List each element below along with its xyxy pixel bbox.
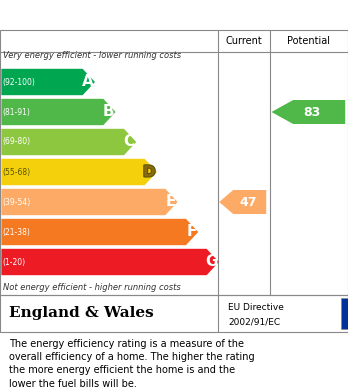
Text: 83: 83	[303, 106, 320, 118]
Text: England & Wales: England & Wales	[9, 307, 153, 321]
Bar	[341, 298, 348, 329]
Text: (81-91): (81-91)	[3, 108, 31, 117]
Text: G: G	[205, 255, 218, 269]
Text: Energy Efficiency Rating: Energy Efficiency Rating	[9, 7, 219, 23]
Polygon shape	[1, 189, 177, 215]
Text: (55-68): (55-68)	[3, 167, 31, 176]
Text: Potential: Potential	[287, 36, 330, 46]
Text: (1-20): (1-20)	[3, 258, 26, 267]
Text: C: C	[124, 135, 135, 149]
Polygon shape	[1, 129, 136, 155]
Text: Very energy efficient - lower running costs: Very energy efficient - lower running co…	[3, 52, 182, 61]
Text: (69-80): (69-80)	[3, 138, 31, 147]
Text: (21-38): (21-38)	[3, 228, 31, 237]
Text: E: E	[166, 194, 176, 210]
Text: (39-54): (39-54)	[3, 197, 31, 206]
Text: F: F	[187, 224, 197, 240]
Text: A: A	[82, 75, 94, 90]
Text: D: D	[143, 165, 156, 179]
Polygon shape	[271, 100, 345, 124]
Text: 2002/91/EC: 2002/91/EC	[228, 317, 280, 326]
Polygon shape	[1, 69, 95, 95]
Polygon shape	[1, 159, 157, 185]
Polygon shape	[219, 190, 266, 214]
Text: (92-100): (92-100)	[3, 77, 35, 86]
Text: Current: Current	[225, 36, 262, 46]
Text: EU Directive: EU Directive	[228, 303, 284, 312]
Polygon shape	[1, 219, 198, 245]
Polygon shape	[1, 249, 219, 275]
Text: B: B	[103, 104, 114, 120]
Text: 47: 47	[239, 196, 256, 208]
Polygon shape	[1, 99, 116, 125]
Text: Not energy efficient - higher running costs: Not energy efficient - higher running co…	[3, 283, 181, 292]
Text: The energy efficiency rating is a measure of the
overall efficiency of a home. T: The energy efficiency rating is a measur…	[9, 339, 254, 389]
